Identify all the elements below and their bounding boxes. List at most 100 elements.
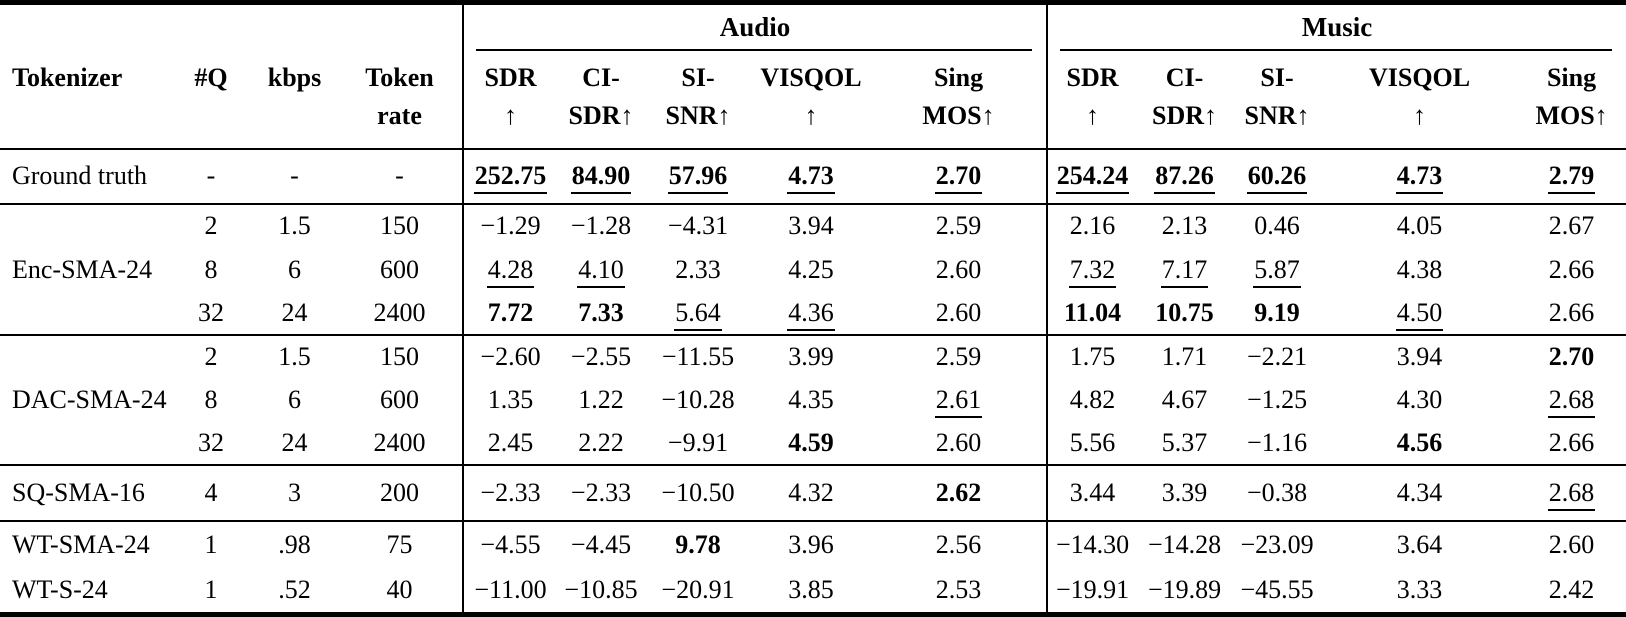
audio-metric-value-cell: 2.62: [871, 464, 1048, 522]
metric-value: −2.33: [480, 478, 541, 508]
audio-metric-value-cell: 3.99: [751, 333, 871, 379]
metric-value: 2.16: [1069, 211, 1116, 241]
kbps-value: -: [252, 149, 337, 205]
metric-header-line1: Sing: [1546, 62, 1597, 92]
music-metric-value-cell: 5.87: [1232, 248, 1322, 292]
audio-metric-value-cell: 3.94: [751, 203, 871, 248]
q-column-header: #Q: [170, 50, 252, 150]
kbps-value: 24: [252, 422, 337, 466]
table-row: 32 24 2400 7.72 7.33 5.64 4.36 2.60 11.04 10.75 9.…: [0, 291, 1626, 335]
metric-value: −0.38: [1246, 478, 1308, 508]
audio-metric-value-cell: 4.73: [751, 149, 871, 205]
q-value: 1: [170, 520, 252, 568]
tokenizer-name-label: Enc-SMA-24: [12, 254, 153, 284]
token-rate-value: 200: [337, 464, 463, 522]
metric-value: 4.36: [787, 297, 835, 331]
audio-metric-value-cell: −2.60: [462, 333, 557, 379]
kbps-value: .98: [252, 520, 337, 568]
music-metric-value-cell: 3.33: [1322, 568, 1517, 615]
metric-value: 4.56: [1396, 428, 1443, 458]
kbps-value-label: 1.5: [278, 211, 311, 241]
audio-metric-value-cell: 2.61: [871, 378, 1047, 422]
kbps-value-label: .52: [278, 574, 311, 604]
audio-metric-value-cell: 9.78: [645, 520, 751, 568]
metric-value: −1.16: [1246, 428, 1308, 458]
metric-value: 252.75: [473, 161, 548, 195]
music-metric-value-cell: 5.56: [1046, 421, 1138, 466]
audio-metric-value-cell: 2.60: [871, 291, 1047, 335]
token-rate-value: 150: [337, 203, 463, 248]
metric-value: 4.10: [577, 254, 625, 288]
metric-value: 2.60: [935, 254, 982, 284]
metric-header-line1: Sing: [933, 62, 984, 92]
metric-value: 2.62: [935, 478, 982, 508]
token-rate-value: 150: [337, 333, 463, 379]
kbps-header-label: kbps: [267, 62, 322, 92]
metric-value: 3.94: [788, 211, 834, 241]
metric-value: 2.33: [675, 254, 721, 284]
audio-metric-value-cell: −10.50: [645, 464, 751, 522]
audio-metric-value-cell: −2.55: [557, 333, 645, 379]
table-row: SQ-SMA-16 4 3 200 −2.33 −2.33 −10.50 4.32 2.62 3.…: [0, 464, 1626, 522]
metric-value: 0.46: [1254, 211, 1300, 241]
metric-value: 57.96: [667, 161, 729, 195]
tokenizer-name: Enc-SMA-24: [0, 203, 170, 335]
music-metric-value-cell: −0.38: [1232, 464, 1323, 522]
audio-metric-value-cell: 4.28: [462, 247, 557, 292]
metric-value: 4.73: [1395, 161, 1444, 195]
metric-value: 4.67: [1161, 385, 1208, 415]
audio-metric-value-cell: 2.70: [871, 149, 1047, 205]
metric-header-line2: MOS↑: [922, 100, 995, 130]
token-rate-value-label: -: [395, 161, 404, 191]
music-metric-value-cell: 2.79: [1517, 149, 1626, 205]
metric-value: 3.99: [788, 342, 834, 372]
metric-value: 1.22: [578, 385, 624, 415]
q-value-label: 4: [204, 478, 218, 508]
kbps-value-label: 24: [281, 428, 308, 458]
music-metric-value-cell: 4.30: [1322, 378, 1517, 422]
q-value-label: 2: [204, 211, 218, 241]
audio-metric-value-cell: 2.22: [557, 422, 645, 466]
kbps-value: 6: [252, 378, 337, 422]
table-row: WT-SMA-24 1 .98 75 −4.55 −4.45 9.78 3.96 2.56 −14…: [0, 520, 1626, 568]
metric-value: 3.85: [788, 574, 834, 604]
metric-header-music: VISQOL ↑: [1322, 50, 1518, 150]
metric-value: −4.45: [570, 529, 632, 559]
tokenizer-name: WT-SMA-24: [0, 520, 170, 568]
audio-metric-value-cell: 57.96: [645, 149, 751, 205]
kbps-value: 1.5: [252, 203, 337, 248]
metric-value: 2.70: [1548, 342, 1595, 372]
metric-value: 2.66: [1548, 428, 1595, 458]
metric-value: 4.50: [1395, 297, 1444, 331]
audio-metric-value-cell: −2.33: [557, 464, 645, 522]
audio-metric-value-cell: 2.56: [871, 520, 1048, 568]
metric-header-music: SI- SNR↑: [1232, 50, 1323, 150]
music-metric-value-cell: 2.66: [1517, 248, 1626, 292]
audio-metric-value-cell: −1.28: [557, 203, 645, 248]
music-metric-value-cell: −19.91: [1046, 567, 1138, 615]
q-value-label: 8: [204, 385, 218, 415]
metric-header-line2: ↑: [804, 100, 818, 130]
metric-value: −19.91: [1055, 574, 1130, 604]
metric-value: −2.60: [480, 342, 541, 372]
music-metric-value-cell: 4.82: [1046, 378, 1138, 422]
kbps-value: 6: [252, 248, 337, 292]
metric-header-line2: MOS↑: [1535, 100, 1608, 130]
metric-value: 5.56: [1069, 428, 1116, 458]
metric-value: 2.13: [1161, 211, 1208, 241]
audio-metric-value-cell: −4.45: [557, 520, 645, 568]
token-rate-value-label: 200: [380, 478, 419, 508]
kbps-value-label: 6: [288, 254, 301, 284]
audio-metric-value-cell: 2.33: [645, 248, 751, 292]
metric-value: 3.96: [788, 529, 834, 559]
metric-value: −45.55: [1240, 574, 1314, 604]
tokenizer-name-label: Ground truth: [12, 161, 148, 191]
metric-value: −1.28: [570, 211, 632, 241]
metric-value: 2.59: [935, 211, 982, 241]
music-metric-value-cell: 7.17: [1137, 248, 1232, 292]
token-rate-value-label: 600: [380, 254, 419, 284]
metric-value: 9.19: [1254, 297, 1300, 327]
token-rate-value-label: 75: [386, 529, 413, 559]
metric-value: 4.32: [788, 478, 834, 508]
audio-metric-value-cell: −4.55: [462, 520, 557, 568]
